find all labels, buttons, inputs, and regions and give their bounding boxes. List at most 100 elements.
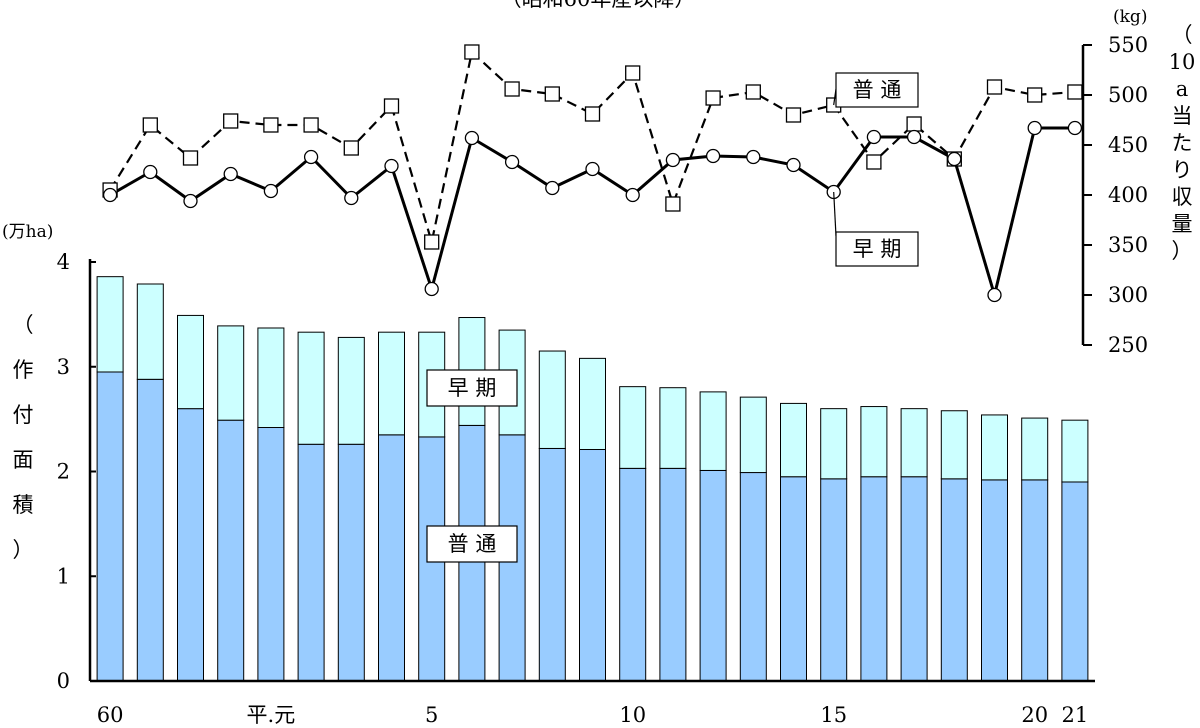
yield-label-early-box [835,231,919,267]
bar-normal-23 [1021,479,1049,682]
yield-marker-normal-14 [665,196,681,212]
bar-early-5 [297,331,325,445]
area-axis-label-char: 面 [13,448,34,472]
area-axis-label-char: （ [13,313,34,337]
yield-axis-tick-label: 550 [1108,33,1148,57]
bar-early-15 [699,391,727,471]
yield-marker-normal-3 [223,113,239,129]
area-axis-label-char: 積 [13,493,34,517]
bar-early-19 [860,406,888,478]
x-tick-label: 5 [425,703,438,727]
area-axis-unit: (万ha) [2,222,53,242]
yield-label-normal: 普 通 [853,78,902,102]
bar-early-16 [739,396,767,474]
area-axis-tick-label: 4 [57,250,70,274]
yield-marker-normal-20 [906,116,922,132]
yield-axis-label-char: た [1172,131,1193,155]
bars [96,276,1089,682]
yield-marker-normal-8 [424,234,440,250]
yield-marker-normal-15 [705,90,721,106]
yield-axis-unit: (kg) [1113,7,1147,27]
bar-early-18 [820,408,848,480]
yield-axis-tick-label: 300 [1108,283,1148,307]
yield-marker-early-9 [464,130,480,146]
bar-normal-16 [739,472,767,682]
yield-marker-early-11 [545,180,560,196]
yield-marker-normal-5 [303,117,319,133]
area-axis-tick-label: 2 [57,460,70,484]
annotations: 普 通早 期早 期普 通 [426,72,919,563]
bar-early-11 [538,350,566,449]
area-axis-label-char: ） [13,538,34,562]
bar-normal-0 [96,371,124,682]
yield-marker-early-22 [987,287,1002,303]
yield-marker-normal-23 [1027,87,1043,103]
bar-normal-1 [136,378,164,682]
yield-marker-early-12 [585,161,600,177]
yield-line-early [109,126,1075,301]
area-axis-tick-label: 0 [57,669,70,693]
yield-marker-early-10 [504,154,520,170]
yield-marker-early-23 [1027,120,1042,136]
yield-marker-normal-10 [504,81,520,97]
x-tick-label: 21 [1062,703,1089,727]
bar-normal-4 [257,427,285,682]
yield-marker-early-21 [947,151,962,167]
bar-early-0 [96,276,124,373]
bar-normal-13 [619,467,647,682]
bar-normal-20 [900,476,928,682]
yield-marker-normal-4 [263,117,279,133]
bar-early-7 [378,331,405,436]
yield-marker-normal-17 [785,107,802,123]
bar-early-21 [940,410,968,480]
yield-axis-label-char: ） [1172,239,1193,263]
yield-marker-normal-1 [142,117,158,133]
yield-marker-early-1 [143,164,158,180]
yield-lines [102,44,1083,303]
x-tick-label: 20 [1021,703,1048,727]
yield-marker-early-3 [223,166,238,182]
x-tick-label: 15 [820,703,847,727]
bar-normal-7 [378,434,405,682]
bar-early-24 [1061,419,1089,483]
yield-marker-early-2 [183,193,198,209]
bar-normal-15 [699,469,727,682]
bar-normal-18 [820,478,848,682]
bar-label-early: 早 期 [448,376,497,400]
bar-early-12 [579,357,606,451]
yield-marker-normal-24 [1067,84,1083,100]
yield-axis-tick-label: 400 [1108,183,1148,207]
bar-early-13 [619,386,647,469]
bar-early-4 [257,327,285,429]
bar-early-1 [136,283,164,380]
bar-normal-5 [297,443,325,682]
bar-normal-14 [659,467,687,682]
yield-axis-tick-label: 500 [1108,83,1148,107]
yield-label-early: 早 期 [853,237,902,261]
bar-normal-12 [579,449,606,682]
bar-label-early-box [426,369,518,407]
x-tick-label: 10 [619,703,646,727]
yield-marker-early-7 [384,158,399,174]
bar-normal-3 [217,419,245,682]
yield-marker-early-8 [424,281,439,297]
yield-marker-early-6 [344,190,359,206]
bar-label-normal-box [426,525,518,563]
yield-marker-normal-22 [986,79,1003,95]
yield-marker-normal-19 [866,154,882,170]
yield-marker-early-20 [906,129,922,145]
yield-marker-early-24 [1067,120,1083,136]
bar-early-3 [217,325,245,421]
yield-marker-early-4 [263,183,279,199]
bar-normal-21 [940,478,968,682]
yield-axis-label-char: 当 [1172,104,1193,128]
yield-marker-normal-16 [745,84,761,100]
yield-marker-early-5 [303,149,319,165]
yield-marker-early-0 [102,187,118,203]
yield-axis-tick-label: 450 [1108,133,1148,157]
bar-early-22 [981,414,1008,481]
yield-axis-label-char: 10 [1169,50,1196,74]
bar-normal-6 [337,443,365,682]
